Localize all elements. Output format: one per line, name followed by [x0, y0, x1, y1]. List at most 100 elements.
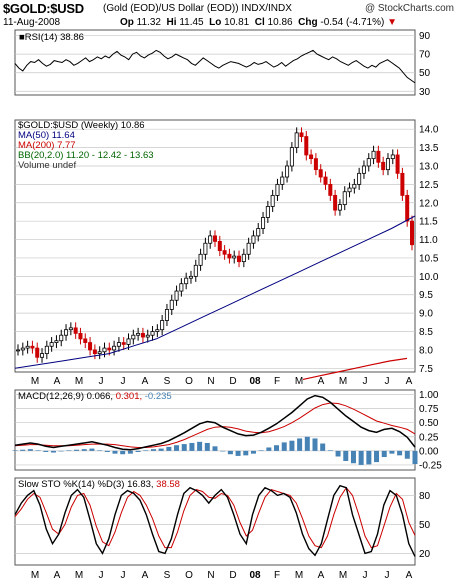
low-value: 10.81 — [224, 17, 250, 28]
macd-histogram-bar — [27, 449, 33, 451]
sto-x-label: F — [274, 570, 280, 581]
macd-histogram-bar — [335, 450, 341, 457]
price-candle-body — [347, 187, 352, 193]
price-x-label: O — [185, 376, 193, 387]
macd-histogram-bar — [266, 447, 272, 451]
sto-tick-label: 20 — [419, 549, 431, 560]
price-candle-body — [68, 327, 73, 331]
price-candle-body — [328, 183, 333, 196]
price-x-label: J — [121, 376, 126, 387]
ohlc-readout: Op 11.32 Hi 11.45 Lo 10.81 Cl 10.86 Chg … — [120, 17, 397, 28]
change-down-icon: ▼ — [387, 17, 397, 28]
quote-date: 11-Aug-2008 — [3, 17, 61, 28]
sto-x-label: J — [121, 570, 126, 581]
sto-panel — [14, 477, 416, 566]
price-candle-body — [131, 334, 136, 340]
macd-panel — [14, 389, 416, 471]
price-candle-body — [376, 150, 381, 163]
sto-k-line — [14, 484, 416, 557]
sto-x-label: A — [318, 570, 325, 581]
price-tick-label: 11.5 — [419, 217, 438, 228]
macd-histogram-bar — [143, 450, 149, 451]
price-candle-body — [289, 147, 294, 167]
price-candle-body — [164, 309, 169, 321]
price-candle-body — [304, 136, 309, 156]
macd-legend: MACD(12,26,9) 0.066, 0.301, -0.235 — [18, 391, 172, 402]
sto-legend: Slow STO %K(14) %D(3) 16.83, 38.58 — [18, 479, 180, 490]
macd-histogram-bar — [212, 446, 218, 451]
price-tick-label: 11.0 — [419, 235, 438, 246]
ma50-line — [14, 215, 416, 369]
price-candle-body — [405, 195, 410, 222]
macd-signal-line — [14, 402, 416, 448]
price-candle-body — [309, 154, 314, 160]
price-x-label: J — [99, 376, 104, 387]
change-value: -0.54 (-4.71%) — [320, 17, 385, 28]
price-candle-body — [261, 217, 266, 229]
macd-histogram-bar — [412, 450, 418, 465]
rsi-line — [14, 49, 416, 84]
macd-histogram-bar — [289, 440, 295, 451]
price-candle-body — [136, 332, 141, 336]
high-value: 11.45 — [179, 17, 204, 28]
price-candle-body — [203, 242, 208, 255]
macd-histogram-bar — [297, 438, 303, 451]
macd-histogram-bar — [397, 450, 403, 456]
rsi-panel — [14, 29, 416, 96]
macd-histogram-bar — [150, 449, 156, 451]
price-candle-body — [371, 150, 376, 160]
sto-x-label: 08 — [249, 570, 261, 581]
rsi-tick-label: 30 — [419, 87, 431, 98]
price-candle-body — [275, 183, 280, 196]
price-candle-body — [107, 347, 112, 351]
high-label: Hi — [166, 17, 177, 28]
macd-histogram-bar — [89, 448, 95, 451]
price-candle-body — [385, 158, 390, 171]
price-candle-body — [400, 172, 405, 196]
price-tick-label: 10.0 — [419, 272, 439, 283]
price-candle-body — [64, 329, 69, 336]
price-candle-body — [30, 345, 35, 349]
sto-tick-label: 80 — [419, 491, 431, 502]
sto-x-label: M — [31, 570, 39, 581]
ma50-legend: MA(50) 11.64 — [18, 130, 75, 141]
sto-x-label: M — [75, 570, 83, 581]
price-candle-body — [20, 347, 25, 351]
macd-tick-label: 0.50 — [419, 418, 439, 429]
macd-histogram-bar — [274, 445, 280, 451]
price-candle-body — [251, 235, 256, 244]
macd-histogram-bar — [135, 450, 141, 452]
macd-histogram-bar — [389, 450, 395, 454]
macd-tick-label: 0.00 — [419, 446, 439, 457]
price-candle-body — [395, 154, 400, 174]
macd-histogram-bar — [20, 449, 26, 451]
price-candle-body — [390, 154, 395, 160]
macd-histogram-bar — [243, 450, 249, 456]
price-candle-body — [222, 250, 227, 255]
price-candle-body — [169, 299, 174, 310]
price-candle-body — [97, 351, 102, 355]
ma200-legend: MA(200) 7.77 — [18, 140, 76, 151]
low-label: Lo — [209, 17, 222, 28]
macd-tick-label: 0.75 — [419, 404, 439, 415]
price-candle-body — [208, 235, 213, 244]
price-candle-body — [54, 340, 59, 343]
macd-tick-label: 1.00 — [419, 390, 439, 401]
price-candle-body — [318, 169, 323, 178]
price-candle-body — [140, 332, 145, 338]
price-candle-body — [40, 353, 45, 358]
macd-tick-label: -0.25 — [419, 460, 442, 471]
sto-tick-label: 50 — [419, 520, 431, 531]
price-tick-label: 12.5 — [419, 180, 439, 191]
price-candle-body — [265, 206, 270, 218]
macd-tick-label: 0.25 — [419, 432, 439, 443]
price-x-label: J — [385, 376, 390, 387]
macd-histogram-bar — [43, 450, 49, 452]
price-tick-label: 13.5 — [419, 143, 439, 154]
macd-histogram-bar — [220, 450, 226, 452]
price-x-label: M — [75, 376, 83, 387]
price-candle-body — [188, 275, 193, 279]
price-x-label: M — [339, 376, 347, 387]
price-x-label: A — [318, 376, 325, 387]
macd-histogram-bar — [35, 450, 41, 451]
